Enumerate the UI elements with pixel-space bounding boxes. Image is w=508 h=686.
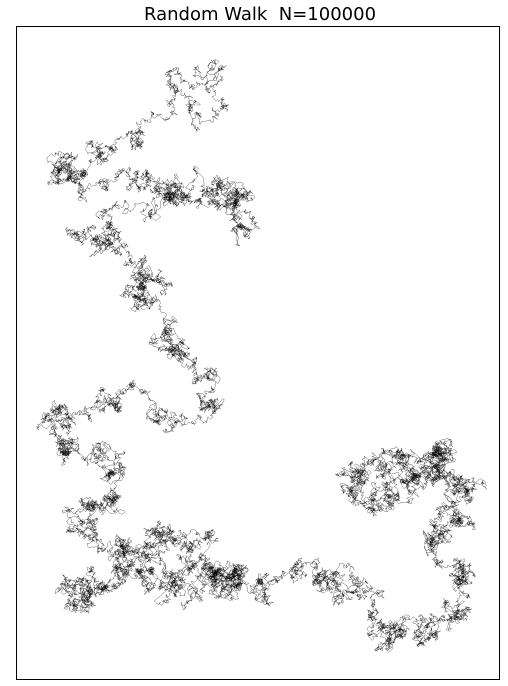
random-walk-line-segment [382, 446, 458, 505]
random-walk-line-segment [345, 557, 476, 653]
random-walk-line-segment [65, 185, 185, 342]
random-walk-line-segment [50, 315, 225, 436]
random-walk-line-segment [55, 547, 245, 614]
random-walk-plot [36, 59, 487, 653]
chart-title: Random Walk N=100000 [143, 4, 377, 25]
random-walk-line-segment [46, 59, 230, 203]
random-walk-line-segment [36, 407, 127, 570]
random-walk-line-segment [118, 553, 355, 607]
random-walk-line-segment [113, 520, 249, 594]
random-walk-line-segment [371, 446, 487, 575]
random-walk-line-segment [125, 165, 260, 247]
plot-area [16, 26, 500, 680]
